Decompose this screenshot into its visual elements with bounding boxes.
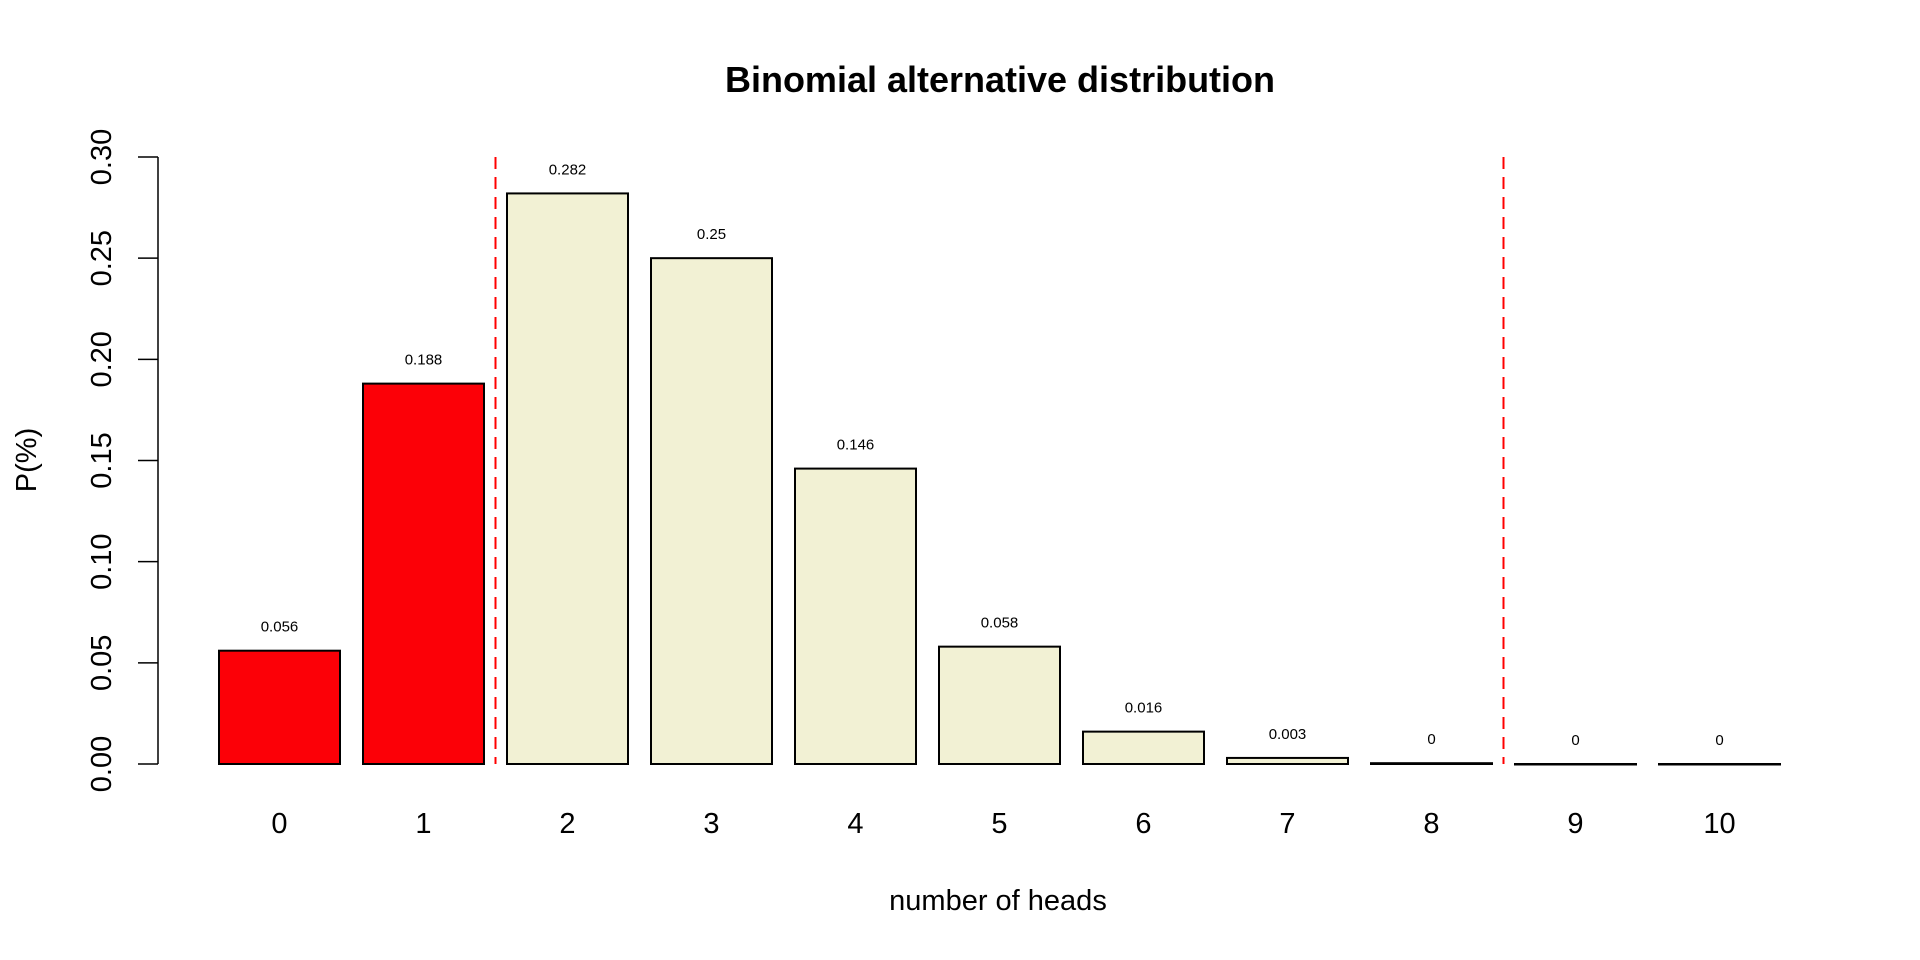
x-tick-label: 2 [559, 808, 575, 840]
critical-lines [494, 157, 1505, 764]
x-tick-label: 1 [415, 808, 431, 840]
x-tick-label: 8 [1423, 808, 1439, 840]
bar-8 [1370, 762, 1493, 766]
bar-value-label: 0.003 [1269, 726, 1307, 743]
bar-1 [362, 382, 485, 765]
bar-3 [650, 257, 773, 765]
x-tick-label: 4 [847, 808, 863, 840]
bar-value-label: 0.146 [837, 437, 875, 454]
bar-value-label: 0 [1427, 731, 1435, 748]
bar-value-label: 0.058 [981, 615, 1019, 632]
chart-title: Binomial alternative distribution [725, 59, 1275, 100]
y-tick-label: 0.20 [86, 331, 118, 387]
x-tick-label: 3 [703, 808, 719, 840]
y-tick-label: 0.30 [86, 129, 118, 185]
bar-9 [1514, 763, 1637, 766]
bar-value-label: 0.188 [405, 352, 443, 369]
x-tick-label: 9 [1567, 808, 1583, 840]
y-tick-label: 0.25 [86, 230, 118, 286]
bar-6 [1082, 730, 1205, 765]
bar-5 [938, 645, 1061, 765]
y-tick-label: 0.15 [86, 432, 118, 488]
x-tick-labels: 0 1 2 3 4 5 6 7 8 9 10 [271, 808, 1735, 840]
y-tick-label: 0.00 [86, 736, 118, 792]
y-axis: 0.00 0.05 0.10 0.15 0.20 0.25 0.30 [86, 129, 159, 792]
y-axis-label: P(%) [11, 428, 43, 492]
x-axis-label: number of heads [889, 885, 1107, 917]
bar-value-label: 0.25 [697, 226, 726, 243]
x-tick-label: 0 [271, 808, 287, 840]
x-tick-label: 6 [1135, 808, 1151, 840]
bar-2 [506, 192, 629, 766]
x-tick-label: 5 [991, 808, 1007, 840]
bar-10 [1658, 763, 1781, 766]
bar-value-label: 0.016 [1125, 700, 1163, 717]
x-tick-label: 7 [1279, 808, 1295, 840]
bar-0 [218, 649, 341, 766]
bar-value-label: 0 [1715, 732, 1723, 749]
bars: 0.056 0.188 0.282 0.25 0.146 0.058 0.016 0.003 0… [218, 161, 1781, 766]
bar-value-label: 0 [1571, 732, 1579, 749]
bar-4 [794, 467, 917, 765]
y-tick-label: 0.10 [86, 533, 118, 589]
bar-value-label: 0.056 [261, 619, 299, 636]
bar-7 [1226, 756, 1349, 765]
bar-value-label: 0.282 [549, 161, 587, 178]
x-tick-label: 10 [1703, 808, 1735, 840]
y-tick-label: 0.05 [86, 635, 118, 691]
